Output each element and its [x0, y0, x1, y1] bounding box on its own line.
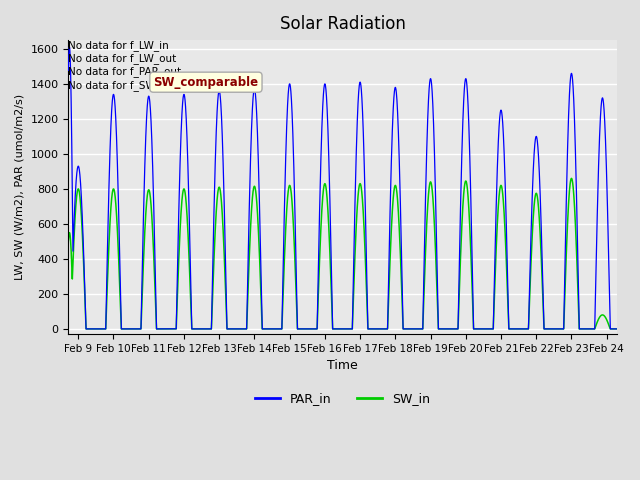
Title: Solar Radiation: Solar Radiation	[280, 15, 405, 33]
Text: No data for f_LW_out: No data for f_LW_out	[68, 53, 177, 64]
Text: No data for f_PAR_out: No data for f_PAR_out	[68, 67, 182, 77]
Y-axis label: LW, SW (W/m2), PAR (umol/m2/s): LW, SW (W/m2), PAR (umol/m2/s)	[15, 94, 25, 280]
X-axis label: Time: Time	[327, 360, 358, 372]
Text: No data for f_LW_in: No data for f_LW_in	[68, 40, 169, 51]
Legend: PAR_in, SW_in: PAR_in, SW_in	[250, 387, 435, 410]
Text: SW_comparable: SW_comparable	[154, 76, 259, 89]
Text: No data for f_SW_out: No data for f_SW_out	[68, 80, 179, 91]
